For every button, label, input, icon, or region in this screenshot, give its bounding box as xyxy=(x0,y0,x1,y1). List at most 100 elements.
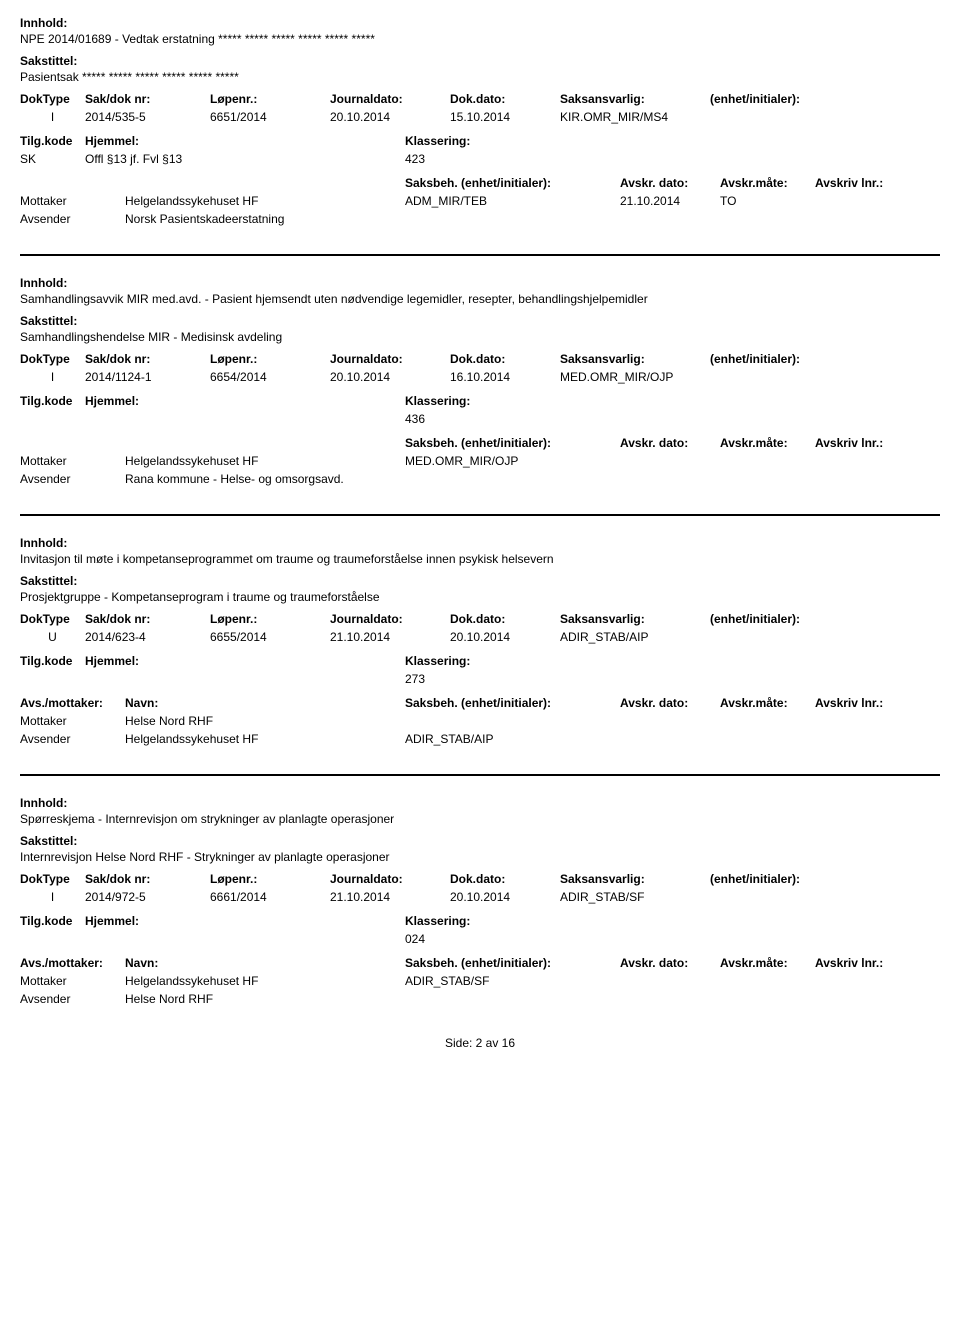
ddato-value: 20.10.2014 xyxy=(450,630,560,644)
saksansv-value: ADIR_STAB/AIP xyxy=(560,630,710,644)
party-name: Rana kommune - Helse- og omsorgsavd. xyxy=(125,472,405,486)
party-row: AvsenderRana kommune - Helse- og omsorgs… xyxy=(20,472,940,486)
doktype-header: DokType xyxy=(20,612,85,626)
innhold-text: Samhandlingsavvik MIR med.avd. - Pasient… xyxy=(20,292,940,306)
innhold-text: NPE 2014/01689 - Vedtak erstatning *****… xyxy=(20,32,940,46)
hjemmel-header: Hjemmel: xyxy=(85,394,405,408)
party-role: Mottaker xyxy=(20,974,125,988)
jdato-value: 20.10.2014 xyxy=(330,370,450,384)
avskr-dato-header: Avskr. dato: xyxy=(620,956,720,970)
sakstittel-text: Prosjektgruppe - Kompetanseprogram i tra… xyxy=(20,590,940,604)
klass-value: 423 xyxy=(405,152,940,166)
party-row: MottakerHelgelandssykehuset HFADM_MIR/TE… xyxy=(20,194,940,208)
party-row: AvsenderHelgelandssykehuset HFADIR_STAB/… xyxy=(20,732,940,746)
party-row: MottakerHelgelandssykehuset HFMED.OMR_MI… xyxy=(20,454,940,468)
klass-header: Klassering: xyxy=(405,654,940,668)
sakstittel-text: Pasientsak ***** ***** ***** ***** *****… xyxy=(20,70,940,84)
sakstittel-label: Sakstittel: xyxy=(20,314,940,328)
klass-value: 024 xyxy=(405,932,940,946)
doc-value-row: I2014/535-56651/201420.10.201415.10.2014… xyxy=(20,110,940,124)
avsmot-header: Avs./mottaker: xyxy=(20,956,125,970)
party-name: Helgelandssykehuset HF xyxy=(125,974,405,988)
tilg-header: Tilg.kode xyxy=(20,394,85,408)
ddato-value: 20.10.2014 xyxy=(450,890,560,904)
tilg-header-row: Tilg.kodeHjemmel:Klassering: xyxy=(20,914,940,928)
saksansv-header: Saksansvarlig: xyxy=(560,612,710,626)
party-name: Helgelandssykehuset HF xyxy=(125,194,405,208)
party-name: Helse Nord RHF xyxy=(125,714,405,728)
sakdok-value: 2014/972-5 xyxy=(85,890,210,904)
lopenr-header: Løpenr.: xyxy=(210,352,330,366)
tilg-value-row: 024 xyxy=(20,932,940,946)
jdato-header: Journaldato: xyxy=(330,92,450,106)
record: Innhold:Samhandlingsavvik MIR med.avd. -… xyxy=(20,254,940,486)
doc-header-row: DokTypeSak/dok nr:Løpenr.:Journaldato:Do… xyxy=(20,612,940,626)
party-name: Helse Nord RHF xyxy=(125,992,405,1006)
doktype-value: I xyxy=(20,110,85,124)
ddato-header: Dok.dato: xyxy=(450,92,560,106)
avskr-lnr-header: Avskriv lnr.: xyxy=(815,696,940,710)
party-row: MottakerHelse Nord RHF xyxy=(20,714,940,728)
records-container: Innhold: NPE 2014/01689 - Vedtak erstatni… xyxy=(20,16,940,1006)
klass-header: Klassering: xyxy=(405,394,940,408)
party-row: MottakerHelgelandssykehuset HFADIR_STAB/… xyxy=(20,974,940,988)
party-unit: ADIR_STAB/AIP xyxy=(405,732,620,746)
tilg-value-row: 436 xyxy=(20,412,940,426)
avsmot-header-row: Saksbeh. (enhet/initialer):Avskr. dato:A… xyxy=(20,176,940,190)
klass-value: 273 xyxy=(405,672,940,686)
party-role: Mottaker xyxy=(20,714,125,728)
party-avskr-mate: TO xyxy=(720,194,815,208)
jdato-header: Journaldato: xyxy=(330,872,450,886)
lopenr-value: 6661/2014 xyxy=(210,890,330,904)
page-footer: Side: 2 av 16 xyxy=(20,1036,940,1050)
sakdok-header: Sak/dok nr: xyxy=(85,92,210,106)
party-unit: MED.OMR_MIR/OJP xyxy=(405,454,620,468)
innhold-label: Innhold: xyxy=(20,796,940,810)
avskr-mate-header: Avskr.måte: xyxy=(720,696,815,710)
doc-header-row: DokTypeSak/dok nr:Løpenr.:Journaldato:Do… xyxy=(20,92,940,106)
ddato-header: Dok.dato: xyxy=(450,612,560,626)
avskr-dato-header: Avskr. dato: xyxy=(620,436,720,450)
party-role: Avsender xyxy=(20,992,125,1006)
ddato-value: 15.10.2014 xyxy=(450,110,560,124)
avskr-dato-header: Avskr. dato: xyxy=(620,696,720,710)
tilg-header-row: Tilg.kodeHjemmel:Klassering: xyxy=(20,134,940,148)
tilg-header: Tilg.kode xyxy=(20,914,85,928)
jdato-header: Journaldato: xyxy=(330,352,450,366)
record: Innhold: NPE 2014/01689 - Vedtak erstatni… xyxy=(20,16,940,226)
innhold-label: Innhold: xyxy=(20,16,940,30)
saksansv-value: KIR.OMR_MIR/MS4 xyxy=(560,110,710,124)
tilg-header-row: Tilg.kodeHjemmel:Klassering: xyxy=(20,654,940,668)
tilg-header-row: Tilg.kodeHjemmel:Klassering: xyxy=(20,394,940,408)
doc-value-row: U2014/623-46655/201421.10.201420.10.2014… xyxy=(20,630,940,644)
jdato-value: 21.10.2014 xyxy=(330,630,450,644)
lopenr-value: 6655/2014 xyxy=(210,630,330,644)
navn-header: Navn: xyxy=(125,696,405,710)
party-row: AvsenderNorsk Pasientskadeerstatning xyxy=(20,212,940,226)
innhold-label: Innhold: xyxy=(20,536,940,550)
sakdok-value: 2014/535-5 xyxy=(85,110,210,124)
tilg-value-row: SKOffl §13 jf. Fvl §13423 xyxy=(20,152,940,166)
hjemmel-header: Hjemmel: xyxy=(85,134,405,148)
enhet-header: (enhet/initialer): xyxy=(710,92,940,106)
tilg-value-row: 273 xyxy=(20,672,940,686)
avskr-lnr-header: Avskriv lnr.: xyxy=(815,956,940,970)
sakdok-header: Sak/dok nr: xyxy=(85,612,210,626)
avskr-mate-header: Avskr.måte: xyxy=(720,176,815,190)
jdato-header: Journaldato: xyxy=(330,612,450,626)
tilg-header: Tilg.kode xyxy=(20,654,85,668)
party-role: Mottaker xyxy=(20,454,125,468)
avskr-dato-header: Avskr. dato: xyxy=(620,176,720,190)
lopenr-header: Løpenr.: xyxy=(210,92,330,106)
doktype-header: DokType xyxy=(20,92,85,106)
avskr-lnr-header: Avskriv lnr.: xyxy=(815,436,940,450)
tilg-header: Tilg.kode xyxy=(20,134,85,148)
avskr-mate-header: Avskr.måte: xyxy=(720,436,815,450)
ddato-value: 16.10.2014 xyxy=(450,370,560,384)
doktype-header: DokType xyxy=(20,352,85,366)
saksansv-value: MED.OMR_MIR/OJP xyxy=(560,370,710,384)
lopenr-value: 6654/2014 xyxy=(210,370,330,384)
avsmot-header: Avs./mottaker: xyxy=(20,696,125,710)
doktype-value: I xyxy=(20,890,85,904)
sakstittel-label: Sakstittel: xyxy=(20,54,940,68)
